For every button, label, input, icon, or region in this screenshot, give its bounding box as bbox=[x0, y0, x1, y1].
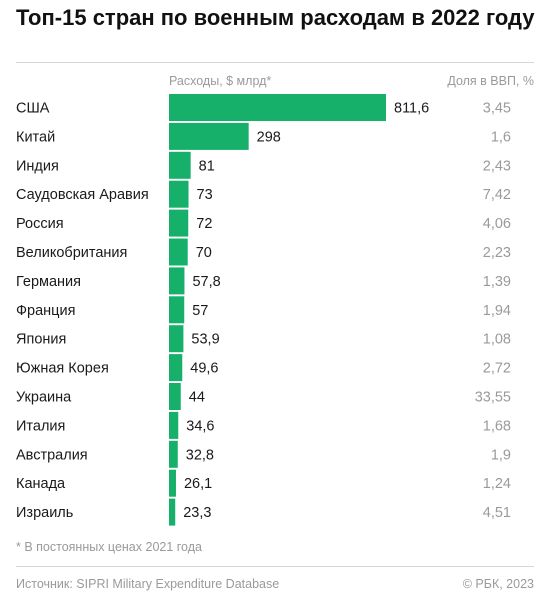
country-label: Израиль bbox=[16, 505, 73, 521]
bar bbox=[169, 238, 188, 266]
country-label: Италия bbox=[16, 418, 65, 434]
spend-column-header: Расходы, $ млрд* bbox=[169, 74, 272, 88]
bar bbox=[169, 122, 249, 150]
gdp-share-label: 7,42 bbox=[483, 187, 511, 203]
bar bbox=[169, 325, 184, 353]
bar bbox=[169, 267, 185, 295]
gdp-share-label: 1,9 bbox=[491, 447, 511, 463]
gdp-share-label: 2,43 bbox=[483, 158, 511, 174]
data-label: 23,3 bbox=[183, 505, 211, 521]
gdp-share-label: 2,23 bbox=[483, 245, 511, 261]
data-label: 72 bbox=[196, 216, 212, 232]
gdp-share-label: 1,6 bbox=[491, 129, 511, 145]
country-label: Саудовская Аравия bbox=[16, 187, 149, 203]
bar bbox=[169, 209, 189, 237]
data-label: 70 bbox=[196, 245, 212, 261]
data-label: 26,1 bbox=[184, 476, 212, 492]
data-label: 53,9 bbox=[191, 332, 219, 348]
data-label: 57 bbox=[192, 303, 208, 319]
data-label: 49,6 bbox=[190, 361, 218, 377]
country-label: Канада bbox=[16, 476, 66, 492]
gdp-share-label: 4,06 bbox=[483, 216, 511, 232]
bar bbox=[169, 296, 185, 324]
data-label: 81 bbox=[199, 158, 215, 174]
data-label: 44 bbox=[189, 390, 205, 406]
country-label: Великобритания bbox=[16, 245, 127, 261]
country-label: Индия bbox=[16, 158, 59, 174]
country-label: Россия bbox=[16, 216, 64, 232]
data-label: 34,6 bbox=[186, 418, 214, 434]
country-label: Франция bbox=[16, 303, 75, 319]
bar bbox=[169, 151, 191, 179]
country-label: Австралия bbox=[16, 447, 88, 463]
bar bbox=[169, 354, 183, 382]
country-label: Германия bbox=[16, 274, 81, 290]
gdp-share-label: 1,39 bbox=[483, 274, 511, 290]
gdp-share-label: 4,51 bbox=[483, 505, 511, 521]
bar bbox=[169, 440, 178, 468]
country-label: Южная Корея bbox=[16, 361, 109, 377]
gdp-share-label: 1,68 bbox=[483, 418, 511, 434]
top-divider bbox=[16, 62, 534, 63]
bottom-divider bbox=[16, 566, 534, 567]
gdp-share-label: 1,24 bbox=[483, 476, 511, 492]
bar bbox=[169, 498, 176, 526]
data-label: 811,6 bbox=[394, 101, 429, 117]
footnote: * В постоянных ценах 2021 года bbox=[16, 540, 202, 554]
data-label: 73 bbox=[197, 187, 213, 203]
bar bbox=[169, 469, 176, 497]
bar bbox=[169, 383, 181, 410]
data-label: 57,8 bbox=[192, 274, 220, 290]
chart-title: Топ-15 стран по военным расходам в 2022 … bbox=[16, 5, 535, 30]
bar bbox=[169, 94, 386, 121]
data-label: 298 bbox=[257, 129, 281, 145]
country-label: Япония bbox=[16, 332, 66, 348]
country-label: Украина bbox=[16, 390, 72, 406]
gdp-share-label: 3,45 bbox=[483, 101, 511, 117]
bar bbox=[169, 411, 179, 439]
gdp-share-label: 1,08 bbox=[483, 332, 511, 348]
gdp-share-label: 1,94 bbox=[483, 303, 511, 319]
gdp-share-label: 33,55 bbox=[475, 390, 511, 406]
bar bbox=[169, 180, 189, 208]
data-label: 32,8 bbox=[186, 447, 214, 463]
gdp-share-label: 2,72 bbox=[483, 361, 511, 377]
credit-note: © РБК, 2023 bbox=[462, 577, 534, 591]
gdp-column-header: Доля в ВВП, % bbox=[447, 74, 534, 88]
country-label: США bbox=[16, 101, 50, 117]
country-label: Китай bbox=[16, 129, 55, 145]
source-note: Источник: SIPRI Military Expenditure Dat… bbox=[16, 577, 280, 591]
